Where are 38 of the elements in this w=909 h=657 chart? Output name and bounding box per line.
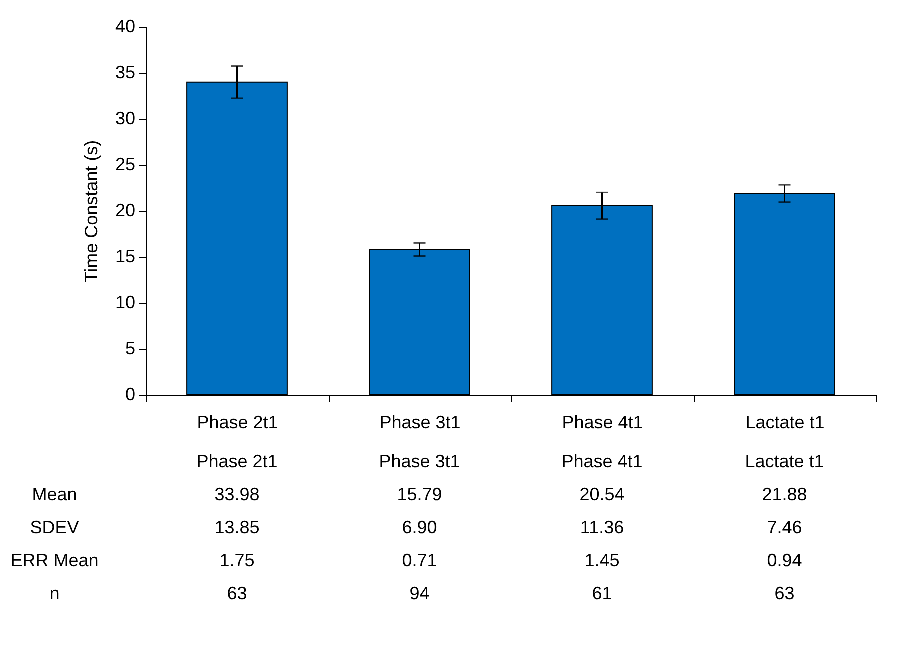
text: 33.98 [214,484,260,504]
y-tick-label: 10 [115,292,136,312]
text: 11.36 [580,518,624,538]
text: 15.79 [397,484,442,504]
text: 20.54 [580,484,625,504]
x-tick-label: Phase 3t1 [380,412,461,432]
text: SDEV [30,518,80,538]
y-tick-label: 20 [115,200,136,220]
y-tick-label: 15 [115,246,136,266]
text: 13.85 [214,518,260,538]
y-tick-label: 30 [115,108,136,128]
x-tick-label: Phase 4t1 [562,412,644,432]
text: 0.71 [402,550,438,570]
text: 94 [410,584,430,604]
y-tick-label: 35 [115,62,136,82]
text: 6.90 [402,518,438,538]
text: 0.94 [767,550,802,570]
category-label: Phase 3t1 [379,452,460,472]
text: 21.88 [762,484,808,504]
y-tick-label: 5 [125,338,136,358]
y-tick-label: 40 [115,16,136,36]
x-tick-label: Phase 2t1 [197,412,278,432]
y-axis-title: Time Constant (s) [81,140,102,283]
category-label: Phase 4t1 [562,452,643,472]
y-tick-label: 25 [115,154,136,174]
x-tick-label: Lactate t1 [746,412,825,432]
text: 1.75 [220,550,255,570]
text: 63 [227,584,248,604]
text: n [50,584,60,604]
text: 63 [774,584,795,604]
text: 7.46 [767,518,802,538]
text: ERR Mean [10,550,99,570]
text: Mean [32,484,78,504]
text: 1.45 [584,550,620,570]
category-label: Phase 2t1 [196,452,278,472]
category-label: Lactate t1 [745,452,824,472]
text: 61 [592,584,612,604]
y-tick-label: 0 [125,384,136,404]
